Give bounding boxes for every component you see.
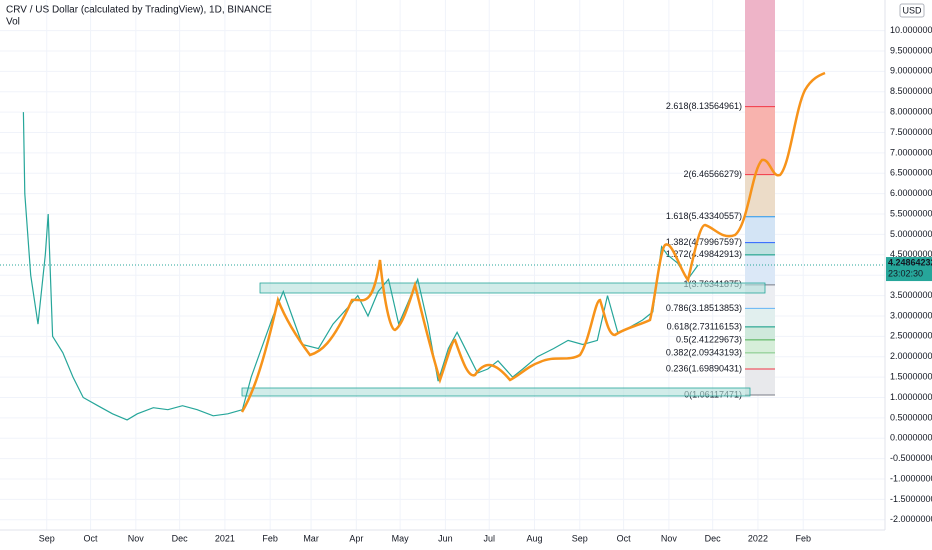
x-tick-label: Oct: [617, 533, 632, 543]
fib-label: 0.786(3.18513853): [666, 303, 742, 313]
fib-label: 2(6.46566279): [683, 169, 742, 179]
chart-title: CRV / US Dollar (calculated by TradingVi…: [6, 5, 272, 16]
currency[interactable]: USD: [902, 5, 922, 15]
x-tick-label: Sep: [572, 533, 588, 543]
fib-label: 0.236(1.69890431): [666, 363, 742, 373]
x-tick-label: Aug: [526, 533, 542, 543]
fib-band: [745, 352, 775, 370]
x-tick-label: Nov: [128, 533, 145, 543]
x-tick-label: Feb: [795, 533, 811, 543]
support-zone: [241, 387, 751, 397]
price-line: [22, 112, 699, 421]
fib-band: [745, 308, 775, 327]
x-tick-label: Dec: [172, 533, 189, 543]
fib-label: 0.5(2.41229673): [676, 334, 742, 344]
fib-band: [745, 0, 775, 107]
x-tick-label: Apr: [349, 533, 363, 543]
fib-label: 1.618(5.43340557): [666, 211, 742, 221]
fib-label: 1.382(4.79967597): [666, 237, 742, 247]
x-tick-label: Oct: [84, 533, 99, 543]
x-tick-label: Mar: [303, 533, 319, 543]
fib-label: 2.618(8.13564961): [666, 101, 742, 111]
x-tick-label: Nov: [661, 533, 678, 543]
fib-label: 0.382(2.09343193): [666, 347, 742, 357]
fib-band: [745, 326, 775, 340]
x-tick-label: Jun: [438, 533, 453, 543]
countdown: 23:02:30: [888, 268, 923, 278]
x-tick-label: Dec: [705, 533, 722, 543]
fib-label: 0.618(2.73116153): [667, 321, 742, 331]
x-tick-label: May: [392, 533, 410, 543]
fib-band: [745, 254, 775, 285]
plot: [0, 112, 885, 421]
volume-label: Vol: [6, 17, 20, 28]
fib-band: [745, 216, 775, 243]
x-tick-label: Feb: [262, 533, 278, 543]
resistance-zone: [259, 282, 766, 294]
x-tick-label: 2022: [748, 533, 768, 543]
x-tick-label: Sep: [39, 533, 55, 543]
fib-band: [745, 339, 775, 353]
projection-curve: [240, 71, 826, 413]
x-tick-label: Jul: [483, 533, 495, 543]
last-price-box: [886, 257, 932, 282]
x-tick-label: 2021: [215, 533, 235, 543]
fib-label: 1.272(4.49842913): [666, 249, 742, 259]
currency-box[interactable]: [899, 3, 925, 18]
last-price: 4.24864232: [888, 257, 932, 267]
fib-retracement: 0(1.06117471)0.236(1.69890431)0.382(2.09…: [0, 0, 885, 530]
fib-band: [745, 242, 775, 255]
